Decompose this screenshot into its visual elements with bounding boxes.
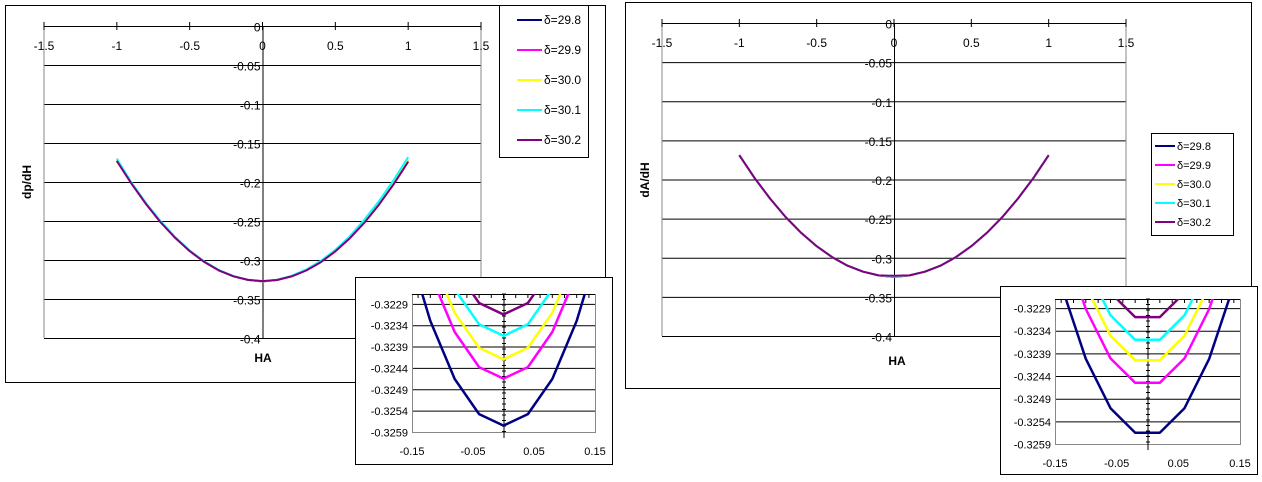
y-tick-label: -0.1 — [871, 96, 892, 110]
x-tick-label: -0.15 — [1042, 458, 1067, 470]
y-tick-label: -0.2 — [871, 174, 892, 188]
y-tick-label: -0.25 — [233, 216, 261, 230]
y-tick-label: -0.4 — [240, 333, 261, 347]
legend-label: δ=30.0 — [544, 73, 581, 87]
y-tick-label: -0.3229 — [371, 299, 408, 311]
series-line-299 — [1081, 299, 1214, 385]
x-axis-title: HA — [888, 354, 906, 368]
x-tick-label: 1.5 — [473, 39, 490, 53]
x-tick-label: 0.5 — [327, 39, 344, 53]
y-tick-label: -0.3229 — [1014, 304, 1051, 316]
y-axis-title: dp/dH — [20, 165, 34, 199]
legend-label: δ=30.1 — [544, 103, 581, 117]
y-tick-label: -0.15 — [233, 138, 261, 152]
x-tick-label: 0.05 — [1168, 458, 1189, 470]
y-tick-label: -0.1 — [240, 99, 261, 113]
y-tick-label: -0.3249 — [1014, 394, 1051, 406]
x-tick-label: 1 — [405, 39, 412, 53]
chart-frame — [1000, 286, 1258, 475]
legend: δ=29.8 δ=29.9 δ=30.0 δ=30.1 δ=30.2 — [1151, 133, 1234, 236]
y-tick-label: -0.3234 — [371, 321, 408, 333]
series-line-302 — [115, 160, 410, 283]
x-tick-label: 0.05 — [523, 446, 544, 458]
x-tick-label: -0.05 — [1104, 458, 1129, 470]
series-line-301 — [1100, 299, 1195, 342]
y-tick-label: -0.3244 — [1014, 372, 1051, 384]
legend-label: δ=29.9 — [1177, 160, 1211, 172]
chart-frame — [355, 277, 613, 465]
y-tick-label: -0.3234 — [1014, 326, 1051, 338]
legend-label: δ=30.2 — [544, 133, 581, 147]
x-tick-label: 0.15 — [1229, 458, 1250, 470]
series-group — [738, 154, 1050, 278]
x-tick-label: 0.15 — [584, 446, 605, 458]
series-line-302 — [471, 294, 536, 316]
y-tick-label: 0 — [254, 21, 261, 35]
chart-main-left: 0 -0.05 -0.1 -0.15 -0.2 -0.25 -0.3 -0.35 -0.4 -1.… — [5, 5, 606, 383]
chart-inset-left: -0.3229 -0.3234 -0.3239 -0.3244 -0.3249 -0.32… — [355, 277, 613, 465]
x-tick-label: -1 — [111, 39, 122, 53]
x-tick-label: 0 — [259, 39, 266, 53]
series-line-302 — [738, 154, 1050, 277]
y-tick-label: -0.3259 — [1014, 440, 1051, 452]
legend-label: δ=30.1 — [1177, 198, 1211, 210]
series-line-298 — [1064, 299, 1231, 434]
x-tick-label: 1.5 — [1118, 36, 1135, 50]
series-line-298 — [420, 294, 587, 427]
series-group — [420, 294, 587, 427]
y-tick-label: 0 — [885, 18, 892, 32]
x-tick-label: 1 — [1045, 36, 1052, 50]
x-tick-label: -1 — [734, 36, 745, 50]
x-tick-label: -1.5 — [652, 36, 673, 50]
y-axis-title: dA/dH — [638, 162, 652, 197]
y-tick-label: -0.3239 — [371, 342, 408, 354]
x-tick-label: -0.5 — [806, 36, 827, 50]
y-tick-label: -0.3254 — [1014, 417, 1051, 429]
x-tick-label: -1.5 — [34, 39, 55, 53]
y-tick-label: -0.3239 — [1014, 349, 1051, 361]
chart-inset-right: -0.3229 -0.3234 -0.3239 -0.3244 -0.3249 -0.32… — [1000, 286, 1258, 475]
y-tick-label: -0.3 — [240, 255, 261, 269]
x-tick-label: 0 — [891, 36, 898, 50]
y-tick-label: -0.35 — [233, 294, 261, 308]
y-tick-label: -0.4 — [871, 331, 892, 345]
y-tick-label: -0.3259 — [371, 428, 408, 440]
y-tick-label: -0.05 — [865, 57, 893, 71]
y-tick-label: -0.3 — [871, 252, 892, 266]
y-tick-label: -0.3249 — [371, 385, 408, 397]
x-tick-label: -0.05 — [460, 446, 485, 458]
series-line-301 — [456, 294, 551, 338]
y-tick-label: -0.35 — [865, 291, 893, 305]
legend-box — [499, 5, 589, 158]
y-tick-label: -0.3244 — [371, 363, 408, 375]
x-tick-label: -0.5 — [179, 39, 200, 53]
series-group — [115, 156, 410, 283]
series-line-299 — [437, 294, 570, 380]
x-tick-label: 0.5 — [963, 36, 980, 50]
legend: δ=29.8 δ=29.9 δ=30.0 δ=30.1 δ=30.2 — [499, 5, 589, 158]
y-tick-label: -0.25 — [865, 213, 893, 227]
y-tick-label: -0.3254 — [371, 406, 408, 418]
x-tick-label: -0.15 — [399, 446, 424, 458]
series-line-300 — [1090, 299, 1205, 362]
legend-label: δ=30.2 — [1177, 217, 1211, 229]
y-tick-label: -0.2 — [240, 177, 261, 191]
y-tick-label: -0.15 — [865, 135, 893, 149]
legend-label: δ=29.8 — [544, 13, 581, 27]
y-tick-label: -0.05 — [233, 60, 261, 74]
legend-label: δ=29.9 — [544, 43, 581, 57]
x-axis-title: HA — [254, 351, 272, 365]
series-line-302 — [1115, 299, 1180, 319]
legend-label: δ=29.8 — [1177, 141, 1211, 153]
series-group — [1064, 299, 1231, 434]
legend-label: δ=30.0 — [1177, 179, 1211, 191]
series-line-300 — [445, 294, 562, 361]
